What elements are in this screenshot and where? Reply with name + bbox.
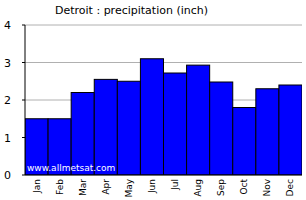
x-tick-label: Oct — [239, 179, 249, 195]
x-tick-label: Jan — [32, 179, 42, 194]
bar — [117, 81, 140, 175]
y-tick-label: 1 — [4, 132, 11, 145]
x-tick-label: Dec — [285, 179, 295, 196]
y-tick-label: 2 — [4, 94, 11, 107]
x-axis — [25, 175, 302, 176]
bar — [140, 59, 163, 175]
x-tick-label: Apr — [101, 179, 111, 195]
y-tick-label: 0 — [4, 169, 11, 182]
grid-line — [25, 25, 302, 26]
bar — [210, 82, 233, 175]
x-tick-label: Aug — [193, 179, 203, 197]
x-tick-label: Nov — [262, 178, 272, 196]
x-tick-label: Jul — [170, 179, 180, 191]
y-axis — [25, 25, 26, 175]
y-tick-label: 4 — [4, 19, 11, 32]
bars — [25, 59, 302, 175]
title: Detroit : precipitation (inch) — [55, 4, 208, 17]
x-tick-label: Jun — [147, 179, 157, 194]
watermark: www.allmetsat.com — [27, 163, 115, 173]
chart: 0 1 2 3 4 Jan Feb Mar Apr May Jun Jul Aug Sep Oct Nov De… — [0, 0, 306, 200]
bar — [256, 89, 279, 175]
x-tick-label: Feb — [55, 179, 65, 195]
x-tick-label: Sep — [216, 179, 226, 196]
x-tick-label: May — [124, 178, 134, 197]
bar — [164, 73, 187, 175]
grid-line — [25, 175, 302, 176]
bar — [94, 79, 117, 175]
bar — [187, 65, 210, 175]
x-tick-label: Mar — [78, 179, 88, 196]
chart-container: 0 1 2 3 4 Jan Feb Mar Apr May Jun Jul Aug Sep Oct Nov De… — [0, 0, 306, 200]
bar — [279, 85, 302, 175]
bar — [233, 108, 256, 176]
y-tick-label: 3 — [4, 57, 11, 70]
